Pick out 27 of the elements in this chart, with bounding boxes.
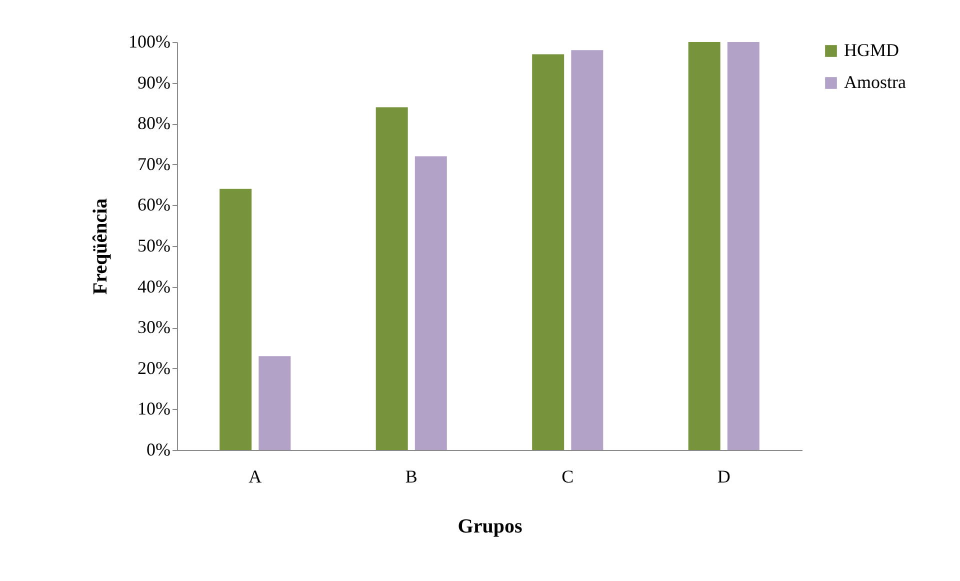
y-tick-label: 40% — [138, 276, 170, 296]
bar — [258, 356, 291, 450]
y-tick-label: 100% — [128, 32, 170, 52]
bar — [414, 156, 447, 450]
x-tick-label: A — [248, 466, 262, 486]
y-tick-label: 10% — [138, 398, 170, 419]
bar — [220, 188, 252, 450]
y-tick-label: 80% — [138, 113, 170, 134]
y-axis-title: Freqüência — [90, 198, 112, 295]
bar — [571, 50, 604, 450]
legend-label: Amostra — [844, 72, 906, 92]
x-tick-label: C — [562, 466, 574, 486]
legend-label: HGMD — [844, 40, 900, 60]
bar — [727, 42, 760, 450]
y-tick-label: 30% — [138, 317, 170, 338]
bar — [532, 54, 564, 450]
y-tick-label: 70% — [138, 154, 170, 174]
bar — [688, 42, 720, 450]
y-tick-label: 50% — [138, 236, 170, 256]
x-tick-label: D — [717, 466, 730, 486]
x-axis-title: Grupos — [458, 516, 522, 538]
y-tick-label: 20% — [138, 358, 170, 378]
y-tick-label: 0% — [146, 440, 170, 460]
x-tick-label: B — [405, 466, 418, 486]
y-tick-label: 60% — [138, 194, 170, 215]
bar — [376, 107, 408, 450]
y-tick-label: 90% — [138, 72, 170, 92]
